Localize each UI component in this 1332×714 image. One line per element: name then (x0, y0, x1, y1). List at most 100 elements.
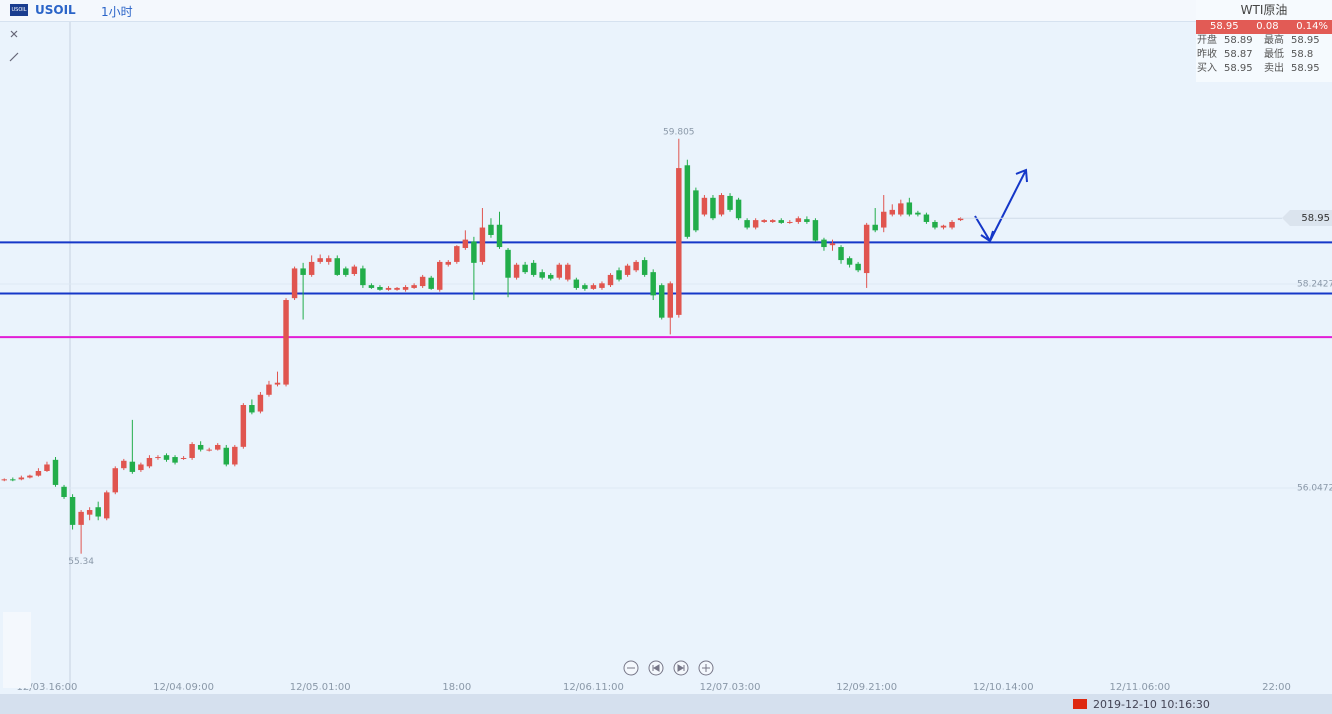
candle-body (445, 261, 452, 265)
candle-body (582, 285, 588, 289)
y-tick-label: 58.2427 (1297, 279, 1332, 289)
candle-body (411, 285, 417, 288)
candle-body (863, 224, 870, 274)
candle-body (539, 272, 545, 278)
candle-body (906, 202, 913, 215)
candle-body (607, 274, 614, 286)
quote-value: 58.95 (1224, 63, 1253, 74)
change: 0.08 (1256, 21, 1279, 32)
candle-body (880, 211, 887, 228)
candle-body (718, 195, 725, 215)
x-tick-label: 12/03 16:00 (17, 682, 78, 693)
quote-rows: 开盘 58.89 最高 58.95 昨收 58.87 最低 58.8 买入 58.95 卖出 58.9… (1196, 34, 1332, 76)
candle-body (78, 511, 84, 525)
candle-body (812, 220, 819, 241)
top-bar: USOIL USOIL 1小时 (0, 0, 1332, 22)
candle-body (138, 464, 144, 471)
candle-body (419, 276, 426, 287)
quote-key: 最高 (1264, 35, 1284, 46)
candle-body (488, 224, 494, 235)
candle-body (957, 218, 964, 221)
candle-body (658, 285, 665, 318)
candle-body (898, 203, 904, 215)
candle-body (197, 444, 204, 450)
candle-body (291, 268, 298, 299)
candle-body (479, 227, 486, 262)
status-time: 2019-12-10 10:16:30 (1093, 698, 1210, 711)
candle-body (787, 221, 793, 223)
candle-body (52, 459, 59, 485)
quote-key: 卖出 (1264, 63, 1284, 74)
candle-body (821, 239, 827, 248)
candle-body (855, 263, 861, 271)
candle-body (240, 405, 247, 447)
symbol-logo: USOIL (10, 4, 28, 16)
last-price-label: 58.95 (1301, 213, 1330, 224)
candle-body (624, 265, 631, 275)
zoom-controls[interactable] (623, 660, 714, 676)
quote-panel: WTI原油 58.95 0.08 0.14% 开盘 58.89 最高 58.95 昨收 5… (1196, 0, 1332, 82)
x-tick-label: 12/04 09:00 (153, 682, 214, 693)
interval[interactable]: 1小时 (101, 5, 133, 19)
candle-body (394, 287, 400, 290)
candle-body (351, 266, 358, 274)
candle-body (163, 455, 170, 460)
candle-body (155, 457, 161, 459)
high-label: 59.805 (663, 127, 695, 137)
candle-body (308, 261, 315, 275)
x-tick-label: 22:00 (1262, 682, 1291, 693)
candle-body (932, 221, 938, 228)
change-pct: 0.14% (1296, 21, 1328, 32)
candle-body (676, 168, 682, 315)
candle-body (513, 264, 520, 278)
candle-body (35, 470, 42, 476)
candle-body (189, 444, 195, 458)
candle-body (454, 246, 460, 262)
candle-body (667, 283, 674, 318)
candle-body (95, 507, 101, 517)
symbol[interactable]: USOIL (35, 3, 76, 17)
quote-key: 最低 (1264, 49, 1284, 60)
quote-bar: 58.95 0.08 0.14% (1196, 20, 1332, 34)
candle-body (872, 224, 878, 231)
candle-body (377, 287, 383, 290)
candle-body (710, 197, 716, 219)
candle-body (368, 285, 375, 288)
candle-body (735, 199, 742, 219)
candle-body (334, 258, 341, 275)
candle-body (505, 249, 511, 278)
status-bar: 2019-12-10 10:16:30 (0, 694, 1332, 714)
candle-body (10, 479, 16, 481)
x-tick-label: 12/09 21:00 (836, 682, 897, 693)
candle-body (61, 486, 67, 498)
candle-body (283, 300, 289, 385)
quote-key: 买入 (1197, 63, 1217, 74)
candle-body (471, 241, 477, 263)
candle-body (838, 247, 844, 261)
candle-body (650, 272, 656, 296)
candle-body (701, 197, 708, 215)
candle-body (556, 264, 563, 278)
candle-body (761, 220, 767, 222)
x-icon[interactable] (10, 30, 18, 38)
candle-body (599, 283, 605, 288)
candle-body (829, 243, 836, 246)
quote-row: 开盘 58.89 最高 58.95 (1196, 34, 1332, 48)
candle-body (522, 264, 528, 273)
candle-body (266, 384, 272, 395)
quote-value: 58.95 (1291, 35, 1320, 46)
candle-body (915, 212, 921, 215)
expand-icon[interactable] (9, 52, 19, 62)
candle-body (616, 270, 622, 280)
candle-body (232, 446, 238, 465)
candle-body (940, 225, 947, 228)
x-tick-label: 12/05 01:00 (290, 682, 351, 693)
candle-body (27, 475, 33, 478)
candle-body (752, 220, 759, 228)
candle-body (769, 220, 776, 222)
candle-body (360, 268, 366, 286)
quote-title: WTI原油 (1240, 3, 1288, 17)
candle-body (385, 287, 392, 290)
flag (1073, 699, 1087, 709)
candle-body (949, 221, 955, 228)
